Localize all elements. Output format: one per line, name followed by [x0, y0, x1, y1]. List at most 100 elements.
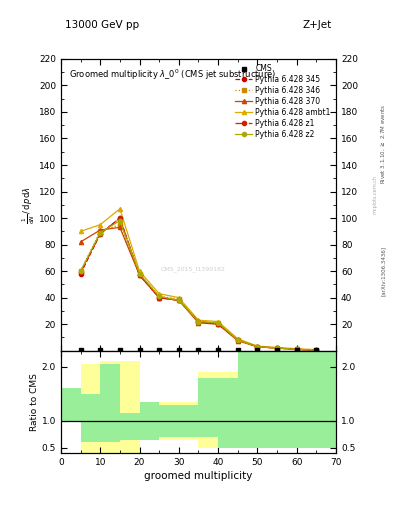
Pythia 6.428 z2: [196, 318, 201, 325]
Pythia 6.428 345: [314, 347, 319, 353]
Line: CMS: CMS: [79, 348, 318, 352]
Pythia 6.428 z1: [275, 345, 279, 351]
Bar: [81, 394, 100, 442]
CMS: [314, 347, 319, 353]
Pythia 6.428 346: [314, 347, 319, 353]
Pythia 6.428 ambt1: [196, 317, 201, 323]
CMS: [157, 347, 162, 353]
Pythia 6.428 ambt1: [216, 318, 220, 325]
Bar: [81, 364, 100, 453]
Pythia 6.428 346: [157, 293, 162, 300]
Pythia 6.428 370: [235, 338, 240, 344]
Pythia 6.428 370: [78, 239, 83, 245]
Pythia 6.428 346: [235, 337, 240, 343]
Bar: [61, 389, 81, 421]
Pythia 6.428 370: [255, 344, 260, 350]
CMS: [255, 347, 260, 353]
Pythia 6.428 370: [98, 227, 103, 233]
Pythia 6.428 346: [78, 268, 83, 274]
Pythia 6.428 z2: [314, 347, 319, 353]
Pythia 6.428 ambt1: [118, 206, 122, 212]
Pythia 6.428 346: [294, 346, 299, 352]
Text: Rivet 3.1.10, $\geq$ 2.7M events: Rivet 3.1.10, $\geq$ 2.7M events: [379, 103, 387, 184]
Pythia 6.428 z1: [78, 269, 83, 275]
Pythia 6.428 346: [137, 271, 142, 277]
Pythia 6.428 346: [275, 345, 279, 351]
Pythia 6.428 370: [216, 321, 220, 327]
Legend: CMS, Pythia 6.428 345, Pythia 6.428 346, Pythia 6.428 370, Pythia 6.428 ambt1, P: CMS, Pythia 6.428 345, Pythia 6.428 346,…: [232, 61, 334, 142]
Bar: [140, 402, 159, 440]
Pythia 6.428 345: [235, 337, 240, 343]
Pythia 6.428 346: [176, 296, 181, 302]
Pythia 6.428 z1: [294, 346, 299, 352]
CMS: [118, 347, 122, 353]
Text: Z+Jet: Z+Jet: [303, 20, 332, 31]
Pythia 6.428 z1: [235, 337, 240, 343]
Bar: [238, 351, 336, 447]
Pythia 6.428 z1: [176, 297, 181, 304]
Pythia 6.428 z1: [137, 272, 142, 278]
Bar: [100, 364, 120, 442]
Line: Pythia 6.428 z1: Pythia 6.428 z1: [79, 216, 318, 352]
Pythia 6.428 346: [255, 344, 260, 350]
Pythia 6.428 ambt1: [176, 294, 181, 301]
Text: mcplots.cern.ch: mcplots.cern.ch: [373, 175, 378, 214]
Pythia 6.428 345: [137, 272, 142, 278]
Pythia 6.428 370: [118, 224, 122, 230]
Pythia 6.428 ambt1: [255, 343, 260, 349]
Bar: [198, 378, 218, 437]
Pythia 6.428 ambt1: [78, 228, 83, 234]
Pythia 6.428 345: [157, 294, 162, 301]
Pythia 6.428 346: [118, 222, 122, 228]
Pythia 6.428 345: [294, 346, 299, 352]
CMS: [176, 347, 181, 353]
Pythia 6.428 ambt1: [137, 268, 142, 274]
Bar: [159, 402, 179, 440]
Pythia 6.428 345: [176, 297, 181, 304]
CMS: [216, 347, 220, 353]
Pythia 6.428 z2: [255, 344, 260, 350]
Line: Pythia 6.428 ambt1: Pythia 6.428 ambt1: [79, 207, 318, 352]
CMS: [294, 347, 299, 353]
Text: CMS_2015_I1390182: CMS_2015_I1390182: [160, 266, 226, 272]
Pythia 6.428 345: [118, 215, 122, 221]
Line: Pythia 6.428 346: Pythia 6.428 346: [79, 223, 318, 352]
Pythia 6.428 z1: [255, 344, 260, 350]
CMS: [78, 347, 83, 353]
Pythia 6.428 370: [137, 272, 142, 278]
Pythia 6.428 345: [78, 271, 83, 277]
Pythia 6.428 z1: [98, 231, 103, 237]
Pythia 6.428 z1: [216, 321, 220, 327]
Bar: [218, 378, 238, 447]
Pythia 6.428 z2: [294, 346, 299, 352]
Pythia 6.428 z2: [216, 320, 220, 326]
Text: Groomed multiplicity $\lambda\_0^0$ (CMS jet substructure): Groomed multiplicity $\lambda\_0^0$ (CMS…: [69, 68, 277, 82]
Bar: [179, 404, 198, 437]
Y-axis label: Ratio to CMS: Ratio to CMS: [30, 373, 39, 431]
Pythia 6.428 z2: [118, 218, 122, 224]
X-axis label: groomed multiplicity: groomed multiplicity: [144, 471, 253, 481]
Pythia 6.428 ambt1: [157, 291, 162, 297]
Pythia 6.428 ambt1: [98, 222, 103, 228]
Pythia 6.428 z1: [118, 215, 122, 221]
Pythia 6.428 ambt1: [314, 347, 319, 353]
Bar: [159, 404, 179, 437]
Pythia 6.428 370: [157, 294, 162, 301]
Pythia 6.428 z1: [314, 347, 319, 353]
Pythia 6.428 346: [98, 228, 103, 234]
Line: Pythia 6.428 345: Pythia 6.428 345: [79, 216, 318, 352]
Pythia 6.428 345: [255, 344, 260, 350]
Pythia 6.428 346: [196, 318, 201, 325]
Bar: [179, 402, 198, 440]
CMS: [235, 347, 240, 353]
Bar: [218, 372, 238, 447]
Line: Pythia 6.428 370: Pythia 6.428 370: [79, 225, 318, 352]
Pythia 6.428 z1: [196, 318, 201, 325]
CMS: [137, 347, 142, 353]
Bar: [140, 402, 159, 440]
Bar: [238, 351, 336, 447]
Pythia 6.428 345: [216, 321, 220, 327]
CMS: [196, 347, 201, 353]
Bar: [100, 361, 120, 453]
Pythia 6.428 z2: [275, 345, 279, 351]
